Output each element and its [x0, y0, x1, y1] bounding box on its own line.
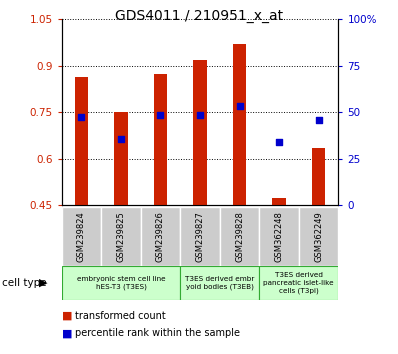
Text: GDS4011 / 210951_x_at: GDS4011 / 210951_x_at	[115, 9, 283, 23]
Text: cell type: cell type	[2, 278, 47, 288]
Point	[197, 113, 203, 118]
Point	[236, 103, 243, 109]
Bar	[312, 148, 326, 205]
Bar	[299, 207, 338, 266]
Text: T3ES derived embr
yoid bodies (T3EB): T3ES derived embr yoid bodies (T3EB)	[185, 276, 254, 290]
Text: GSM239824: GSM239824	[77, 211, 86, 262]
Bar	[74, 77, 88, 205]
Bar	[141, 207, 180, 266]
Bar	[272, 198, 286, 205]
Bar	[259, 266, 338, 300]
Bar	[259, 207, 299, 266]
Point	[118, 136, 124, 142]
Point	[78, 114, 85, 120]
Point	[157, 113, 164, 118]
Text: embryonic stem cell line
hES-T3 (T3ES): embryonic stem cell line hES-T3 (T3ES)	[77, 276, 165, 290]
Bar	[220, 207, 259, 266]
Text: transformed count: transformed count	[75, 311, 166, 321]
Bar	[193, 60, 207, 205]
Text: ■: ■	[62, 329, 72, 338]
Point	[276, 139, 282, 145]
Text: GSM239825: GSM239825	[117, 211, 125, 262]
Text: GSM239828: GSM239828	[235, 211, 244, 262]
Bar	[154, 74, 168, 205]
Text: GSM362248: GSM362248	[275, 211, 283, 262]
Bar	[232, 44, 246, 205]
Text: ■: ■	[62, 311, 72, 321]
Bar	[180, 266, 259, 300]
Bar	[62, 266, 180, 300]
Text: ▶: ▶	[39, 278, 47, 288]
Text: GSM362249: GSM362249	[314, 211, 323, 262]
Bar	[101, 207, 141, 266]
Bar	[62, 207, 101, 266]
Bar	[114, 112, 128, 205]
Text: T3ES derived
pancreatic islet-like
cells (T3pi): T3ES derived pancreatic islet-like cells…	[263, 272, 334, 294]
Point	[315, 117, 322, 123]
Bar	[180, 207, 220, 266]
Text: percentile rank within the sample: percentile rank within the sample	[75, 329, 240, 338]
Text: GSM239827: GSM239827	[195, 211, 205, 262]
Text: GSM239826: GSM239826	[156, 211, 165, 262]
